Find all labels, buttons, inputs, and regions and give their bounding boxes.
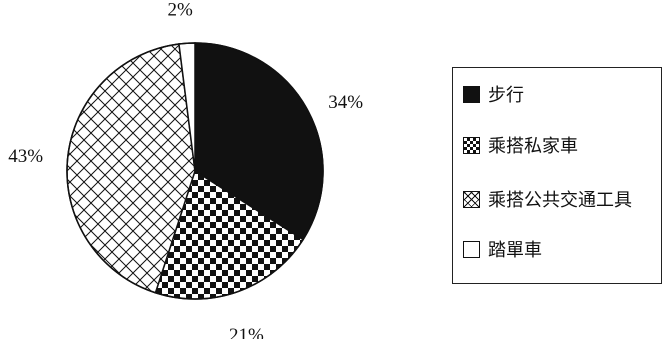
legend-label-car: 乘搭私家車: [488, 136, 578, 157]
legend-swatch-car: [463, 136, 480, 154]
legend-swatch-public-transport: [463, 190, 480, 208]
data-label-public-transport: 43%: [8, 146, 43, 167]
legend-label-bike: 踏單車: [488, 240, 542, 261]
legend-label-walk: 步行: [488, 85, 524, 106]
legend-label-public-transport: 乘搭公共交通工具: [488, 190, 632, 211]
data-label-car: 21%: [229, 325, 264, 339]
data-label-bike: 2%: [168, 0, 194, 21]
legend: 步行 乘搭私家車 乘搭公共交通工具 踏單車: [452, 67, 662, 284]
legend-item-public-transport: 乘搭公共交通工具: [463, 186, 632, 212]
legend-item-walk: 步行: [463, 81, 524, 107]
legend-swatch-bike: [463, 240, 480, 258]
pie-outline: [66, 42, 324, 300]
legend-swatch-walk: [463, 85, 480, 103]
legend-item-car: 乘搭私家車: [463, 132, 578, 158]
data-label-walk: 34%: [328, 92, 363, 113]
legend-item-bike: 踏單車: [463, 236, 542, 262]
